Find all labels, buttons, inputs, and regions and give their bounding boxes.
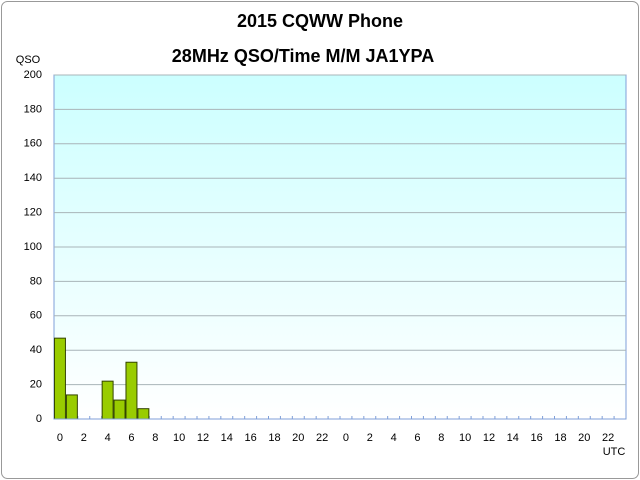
x-tick-label: 10	[459, 432, 471, 444]
y-tick-label: 120	[24, 207, 42, 219]
x-tick-label: 12	[483, 432, 495, 444]
x-tick-label: 6	[414, 432, 420, 444]
x-tick-label: 12	[197, 432, 209, 444]
bar	[125, 361, 138, 420]
y-tick-label: 60	[30, 310, 42, 322]
x-tick-label: 4	[391, 432, 397, 444]
bar	[137, 408, 150, 420]
x-tick-label: 2	[81, 432, 87, 444]
x-tick-label: 22	[316, 432, 328, 444]
x-tick-label: 4	[105, 432, 111, 444]
x-tick-label: 14	[221, 432, 233, 444]
x-tick-label: 0	[343, 432, 349, 444]
x-tick-label: 2	[367, 432, 373, 444]
x-tick-label: 14	[507, 432, 519, 444]
bar	[113, 399, 126, 420]
y-tick-label: 140	[24, 172, 42, 184]
y-tick-label: 40	[30, 344, 42, 356]
x-tick-label: 8	[438, 432, 444, 444]
x-tick-label: 16	[531, 432, 543, 444]
x-tick-label: 0	[57, 432, 63, 444]
x-axis-label: UTC	[603, 446, 626, 458]
x-tick-label: 20	[292, 432, 304, 444]
bar	[101, 380, 114, 420]
x-tick-label: 8	[152, 432, 158, 444]
x-tick-label: 20	[578, 432, 590, 444]
x-tick-label: 22	[602, 432, 614, 444]
y-tick-label: 200	[24, 69, 42, 81]
y-axis-label: QSO	[16, 54, 41, 66]
y-tick-label: 160	[24, 138, 42, 150]
y-tick-label: 180	[24, 103, 42, 115]
bar	[53, 337, 66, 420]
x-tick-label: 16	[245, 432, 257, 444]
x-tick-label: 18	[268, 432, 280, 444]
chart-title: 2015 CQWW Phone	[237, 11, 403, 31]
y-tick-label: 100	[24, 241, 42, 253]
chart-subtitle: 28MHz QSO/Time M/M JA1YPA	[172, 46, 434, 66]
x-tick-label: 10	[173, 432, 185, 444]
x-tick-label: 6	[128, 432, 134, 444]
bar	[65, 394, 78, 420]
y-tick-label: 80	[30, 275, 42, 287]
y-tick-label: 20	[30, 379, 42, 391]
x-tick-label: 18	[554, 432, 566, 444]
y-tick-label: 0	[36, 413, 42, 425]
